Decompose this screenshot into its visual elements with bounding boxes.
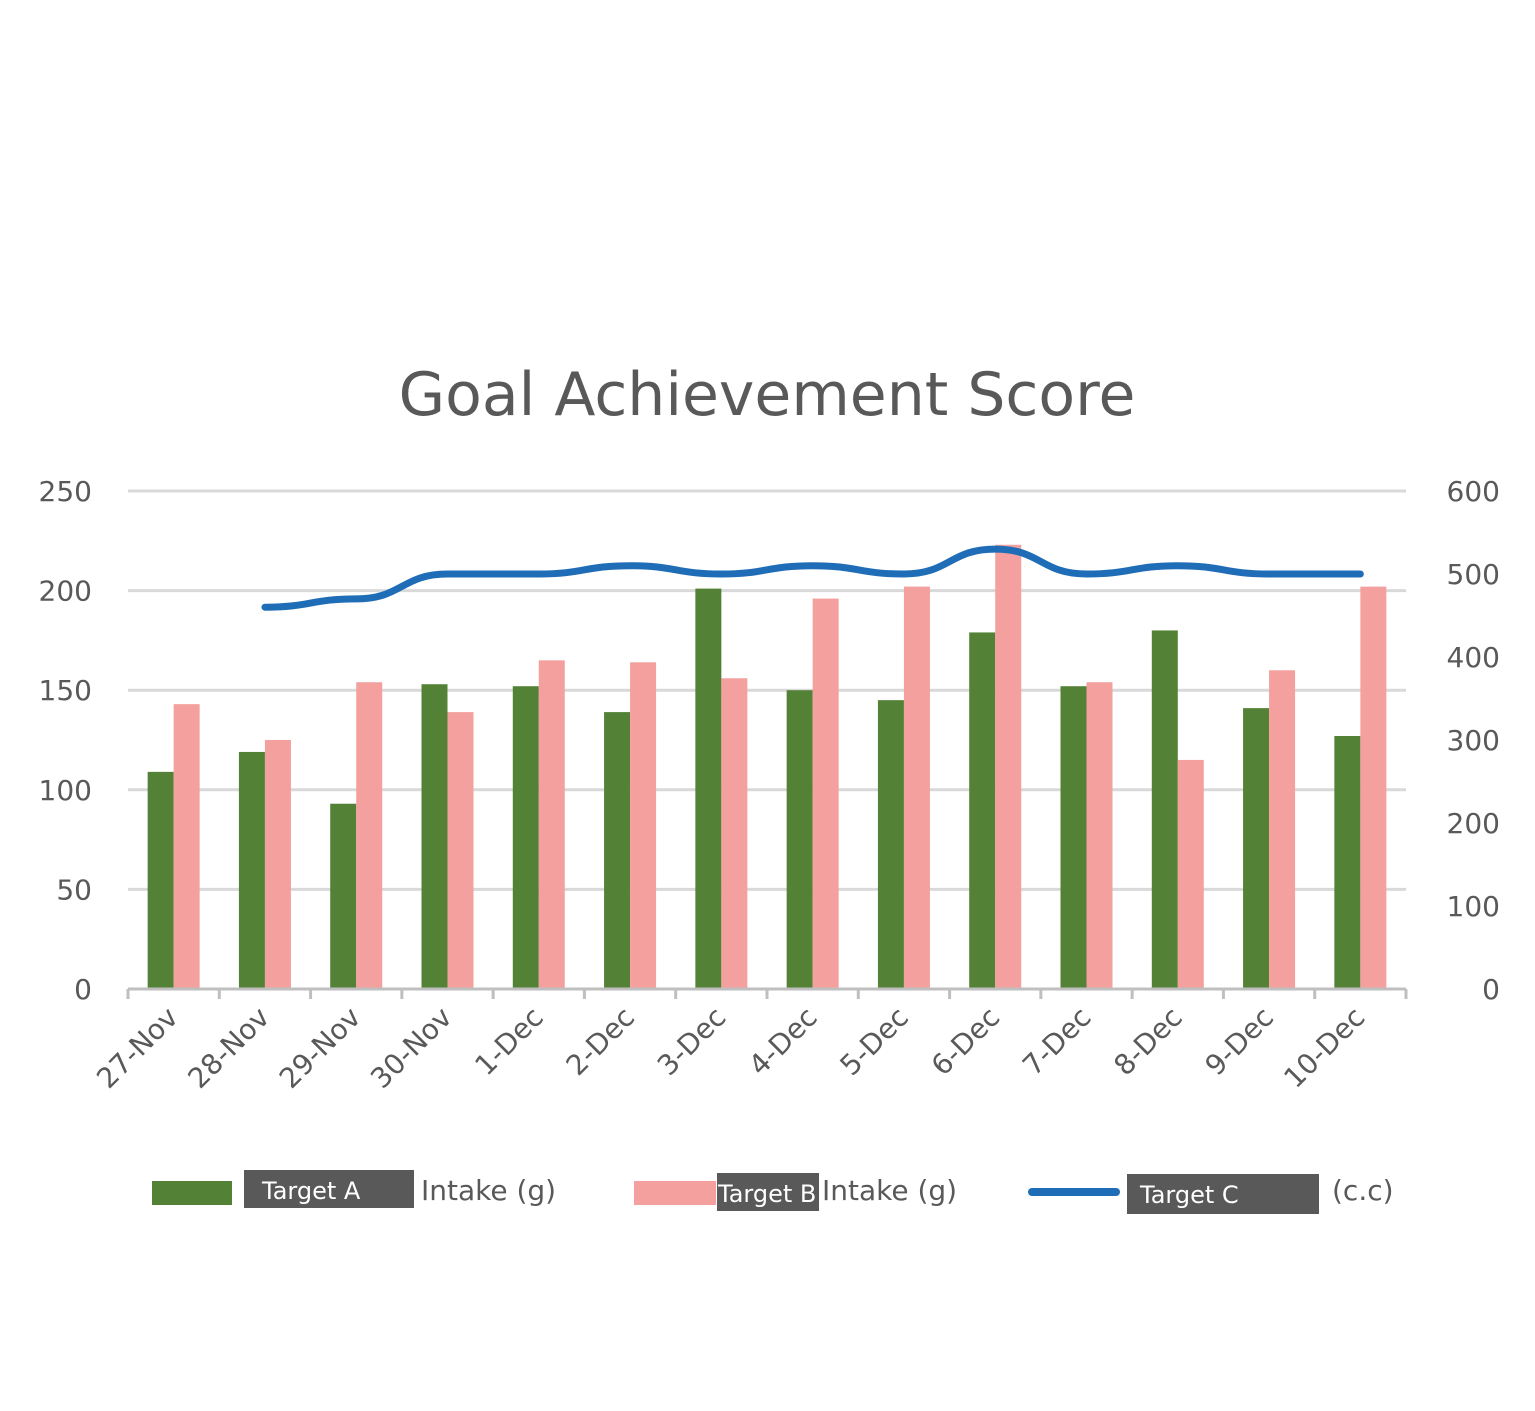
bar-target-b <box>995 544 1022 989</box>
bar-target-b <box>812 598 839 989</box>
left-tick-label: 150 <box>39 674 92 707</box>
left-tick-label: 200 <box>39 575 92 608</box>
legend-label-box-target-c <box>1127 1174 1319 1214</box>
bar-target-a <box>147 771 174 989</box>
bar-target-a <box>604 712 631 989</box>
bar-target-b <box>903 586 930 989</box>
legend-item-target-a: Target A Intake (g) <box>152 1170 556 1208</box>
bar-target-b <box>173 704 200 989</box>
right-tick-label: 0 <box>1482 973 1500 1006</box>
x-tick-label: 4-Dec <box>742 1001 823 1082</box>
right-tick-label: 500 <box>1447 558 1500 591</box>
left-tick-label: 250 <box>39 475 92 508</box>
bar-target-a <box>695 588 722 989</box>
x-tick-label: 3-Dec <box>651 1001 732 1082</box>
bar-target-b <box>1086 682 1113 989</box>
bar-target-a <box>786 690 813 989</box>
legend-suffix-target-b: Intake (g) <box>822 1174 957 1207</box>
right-tick-label: 600 <box>1447 475 1500 508</box>
x-tick-label: 8-Dec <box>1107 1001 1188 1082</box>
legend-suffix-target-a: Intake (g) <box>421 1174 556 1207</box>
legend-item-target-b: Target B Intake (g) <box>634 1173 957 1211</box>
x-tick-label: 5-Dec <box>833 1001 914 1082</box>
legend-suffix-target-c: (c.c) <box>1332 1174 1394 1207</box>
x-tick-label: 27-Nov <box>90 1001 184 1095</box>
bar-target-b <box>630 662 657 989</box>
legend-label-target-a: Target A <box>261 1177 361 1205</box>
x-tick-label: 9-Dec <box>1199 1001 1280 1082</box>
legend-label-target-c: Target C <box>1139 1181 1239 1209</box>
bar-target-b <box>1269 670 1296 989</box>
bar-target-b <box>1360 586 1387 989</box>
right-tick-label: 200 <box>1447 807 1500 840</box>
line-series <box>261 545 1364 611</box>
left-axis-ticks: 0 50 100 150 200 250 <box>39 475 92 1006</box>
right-tick-label: 300 <box>1447 724 1500 757</box>
x-tick-label: 10-Dec <box>1277 1001 1371 1095</box>
x-tick-label: 30-Nov <box>364 1001 458 1095</box>
x-tick-label: 29-Nov <box>273 1001 367 1095</box>
bar-target-a <box>421 684 448 989</box>
left-tick-label: 0 <box>74 973 92 1006</box>
bar-target-b <box>1177 759 1204 989</box>
gridlines <box>128 489 1406 891</box>
bar-target-a <box>330 803 357 989</box>
chart-title: Goal Achievement Score <box>399 360 1136 430</box>
legend-swatch-target-b <box>634 1181 716 1205</box>
right-tick-label: 400 <box>1447 641 1500 674</box>
left-tick-label: 100 <box>39 774 92 807</box>
bar-target-b <box>264 740 291 989</box>
bar-target-a <box>1060 686 1087 989</box>
bar-target-a <box>1243 708 1270 989</box>
right-tick-label: 100 <box>1447 890 1500 923</box>
legend: Target A Intake (g) Target B Intake (g) … <box>152 1170 1394 1214</box>
x-tick-label: 7-Dec <box>1016 1001 1097 1082</box>
x-tick-label: 28-Nov <box>182 1001 276 1095</box>
bar-target-b <box>721 678 748 989</box>
bar-target-a <box>1334 736 1361 989</box>
x-tick-label: 2-Dec <box>560 1001 641 1082</box>
legend-label-box-target-a <box>244 1170 414 1208</box>
legend-item-target-c: Target C (c.c) <box>1028 1174 1394 1214</box>
bars <box>147 544 1387 989</box>
bar-target-b <box>538 660 565 989</box>
line-target-c <box>261 545 1364 611</box>
bar-target-a <box>238 751 265 989</box>
legend-label-target-b: Target B <box>717 1180 816 1208</box>
right-axis-ticks: 0 100 200 300 400 500 600 <box>1447 475 1500 1006</box>
x-axis <box>126 987 1408 999</box>
bar-target-a <box>877 700 904 989</box>
legend-swatch-target-a <box>152 1181 232 1205</box>
left-tick-label: 50 <box>56 873 92 906</box>
bar-target-a <box>1151 630 1178 989</box>
x-tick-label: 1-Dec <box>468 1001 549 1082</box>
bar-target-b <box>447 712 474 989</box>
bar-target-b <box>356 682 383 989</box>
bar-target-a <box>969 632 996 989</box>
bar-target-a <box>512 686 539 989</box>
legend-label-box-target-b <box>717 1173 819 1211</box>
x-tick-label: 6-Dec <box>925 1001 1006 1082</box>
